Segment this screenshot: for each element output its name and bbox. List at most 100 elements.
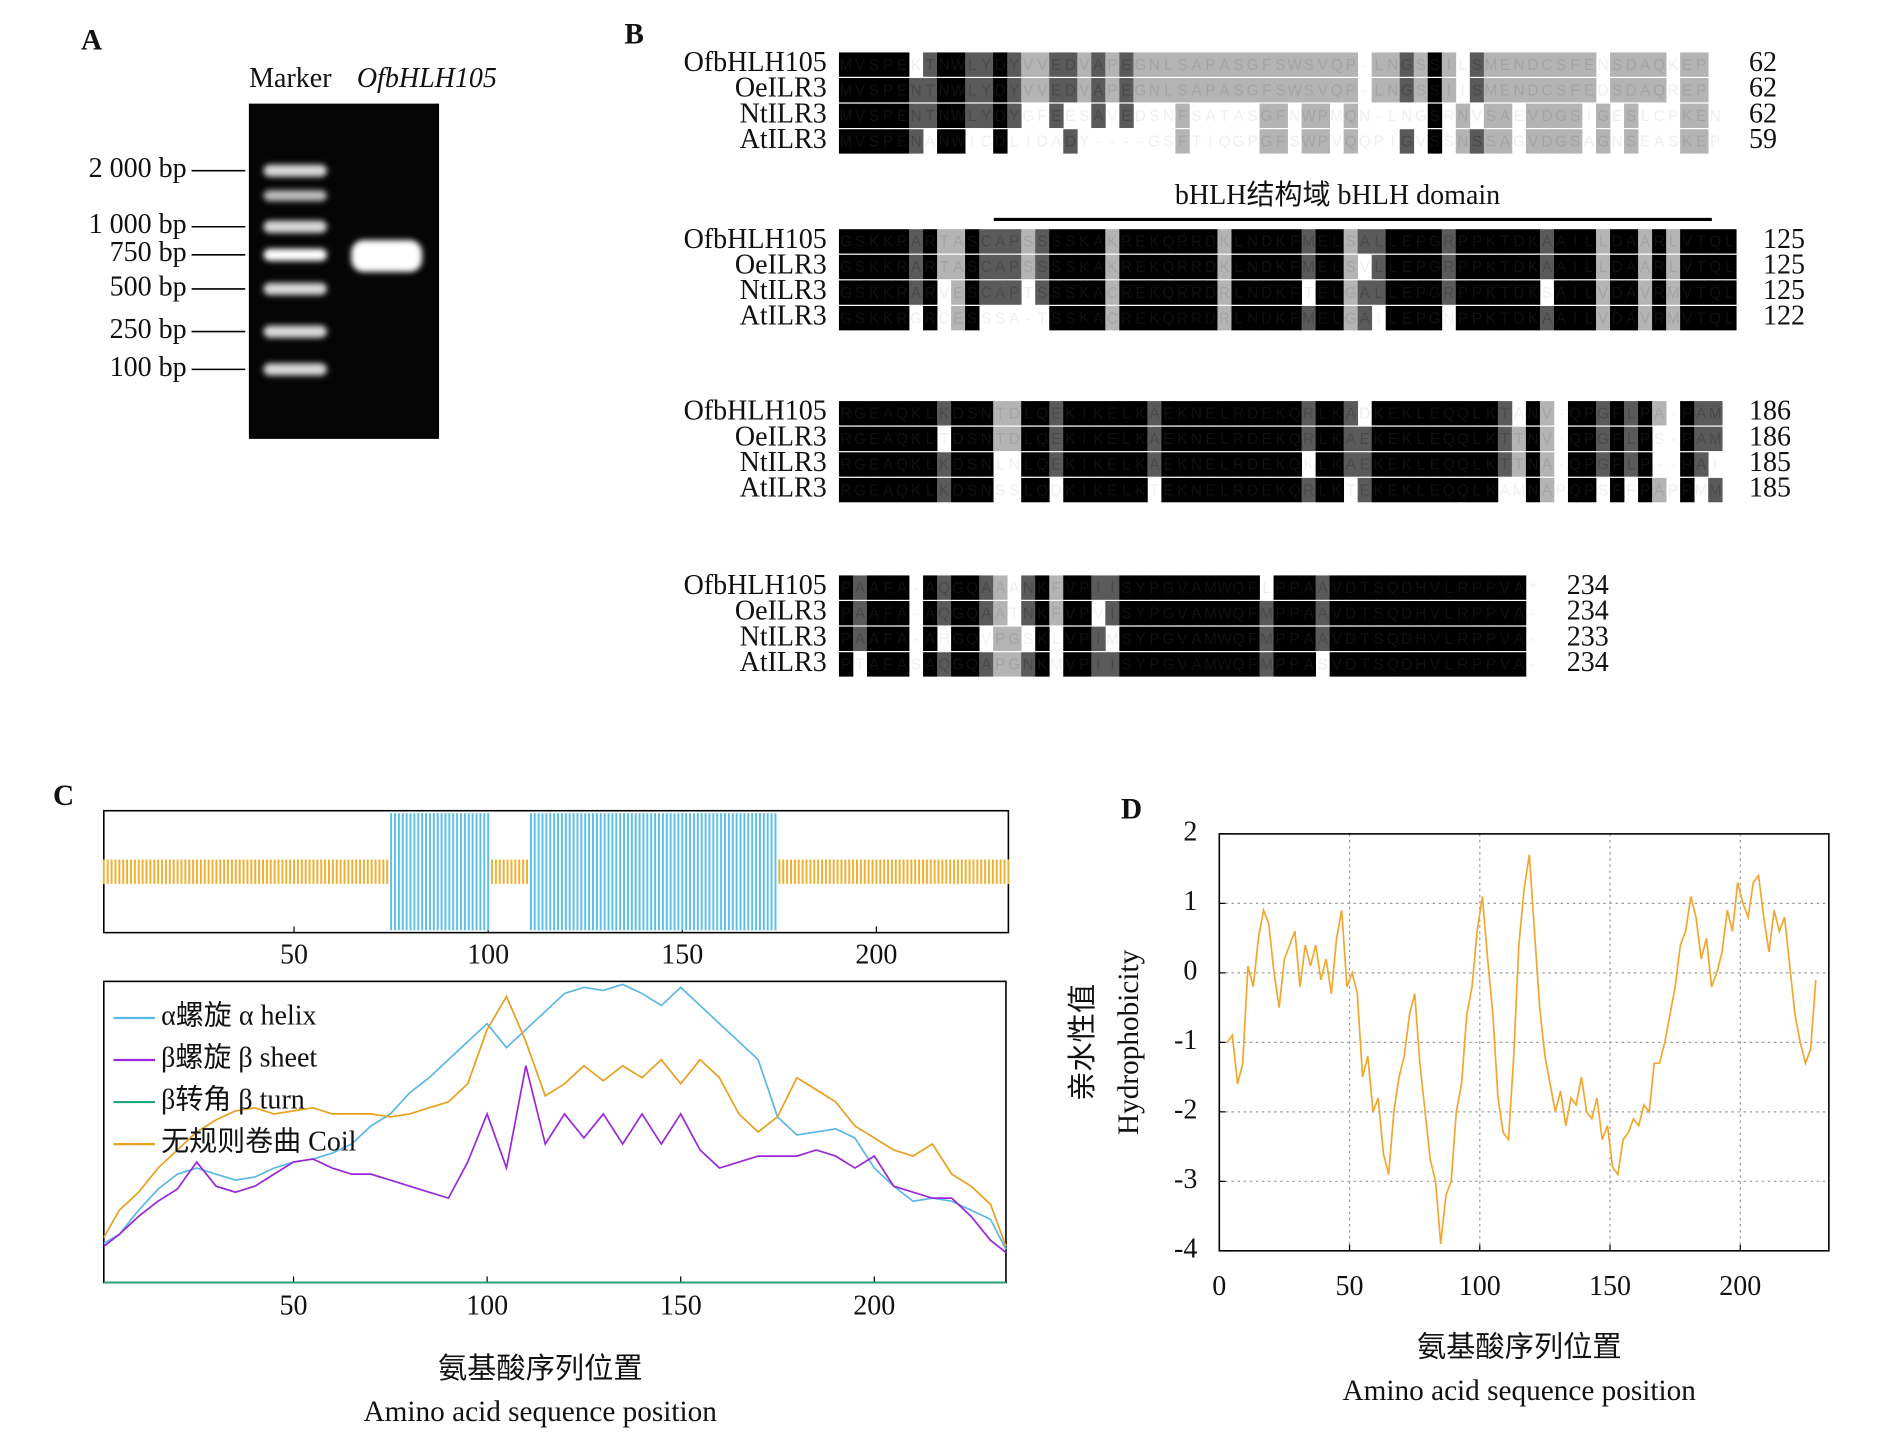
- residue-shade: [1105, 601, 1120, 626]
- residue-shade: [1455, 401, 1471, 426]
- residue-shade: [1455, 626, 1471, 652]
- residue-shade: [1596, 426, 1611, 452]
- residue-shade: [1273, 280, 1288, 305]
- marker-label: 1 000 bp: [89, 209, 187, 240]
- residue-shade: [1189, 254, 1204, 280]
- residue-shade: [1427, 129, 1443, 154]
- residue-shade: [1357, 305, 1373, 331]
- x-axis-label: 氨基酸序列位置: [1417, 1330, 1622, 1363]
- residue-shade: [1021, 477, 1036, 503]
- residue-shade: [937, 452, 952, 477]
- residue-shade: [1217, 601, 1232, 626]
- residue-shade: [965, 254, 980, 280]
- residue-shade: [1469, 575, 1485, 600]
- residue-shade: [1315, 626, 1330, 652]
- residue-shade: [1455, 452, 1471, 477]
- residue-shade: [1035, 78, 1050, 103]
- residue-shade: [1049, 254, 1064, 280]
- residue-shade: [866, 601, 882, 626]
- residue-shade: [951, 305, 966, 331]
- residue-shade: [1175, 626, 1190, 652]
- residue-shade: [923, 254, 938, 280]
- residue-shade: [838, 229, 854, 254]
- residue-shade: [1399, 129, 1415, 154]
- residue-shade: [1511, 280, 1527, 305]
- sequence-end: 233: [1567, 621, 1609, 652]
- coil-segment: [101, 859, 390, 884]
- residue-shade: [1273, 626, 1288, 652]
- residue-shade: [951, 477, 966, 503]
- sequence: MVSPENANWICDLIDADY----GSFTIQGPGFSWPVQQPI…: [840, 134, 1721, 151]
- sequence-name: OeILR3: [735, 249, 827, 280]
- residue-shade: [1567, 477, 1583, 503]
- residue-shade: [1581, 305, 1597, 331]
- residue-shade: [1539, 401, 1555, 426]
- residue-shade: [1413, 401, 1429, 426]
- residue-shade: [1063, 601, 1078, 626]
- residue-shade: [951, 52, 966, 77]
- residue-shade: [993, 254, 1008, 280]
- residue-shade: [1063, 426, 1078, 452]
- residue-shade: [1105, 477, 1120, 503]
- residue-shade: [979, 652, 994, 677]
- residue-shade: [1245, 626, 1260, 652]
- residue-shade: [1483, 401, 1499, 426]
- residue-shade: [1581, 78, 1597, 103]
- residue-shade: [1427, 601, 1443, 626]
- residue-shade: [1567, 129, 1583, 154]
- residue-shade: [937, 52, 952, 77]
- residue-shade: [923, 426, 938, 452]
- x-tick-label: 50: [1336, 1271, 1364, 1302]
- residue-shade: [1385, 280, 1401, 305]
- residue-shade: [852, 78, 868, 103]
- residue-shade: [1413, 477, 1429, 503]
- residue-shade: [1077, 254, 1092, 280]
- residue-shade: [979, 401, 994, 426]
- residue-shade: [866, 280, 882, 305]
- residue-shade: [1469, 601, 1485, 626]
- residue-shade: [1287, 652, 1302, 677]
- residue-shade: [1147, 52, 1162, 77]
- residue-shade: [979, 280, 994, 305]
- residue-shade: [1708, 254, 1723, 280]
- residue-shade: [1245, 477, 1260, 503]
- residue-shade: [923, 103, 938, 129]
- residue-shade: [1301, 426, 1316, 452]
- residue-shade: [993, 626, 1008, 652]
- residue-shade: [1105, 78, 1120, 103]
- x-tick-label: 200: [1719, 1271, 1761, 1302]
- residue-shade: [1287, 52, 1302, 77]
- residue-shade: [1357, 477, 1373, 503]
- y-tick-label: 1: [1183, 886, 1197, 917]
- residue-shade: [1147, 626, 1162, 652]
- residue-shade: [1343, 401, 1359, 426]
- residue-shade: [1722, 305, 1737, 331]
- residue-shade: [880, 426, 896, 452]
- residue-shade: [1287, 477, 1302, 503]
- residue-shade: [852, 305, 868, 331]
- residue-shade: [951, 129, 966, 154]
- residue-shade: [1203, 626, 1218, 652]
- residue-shade: [1469, 305, 1485, 331]
- residue-shade: [979, 103, 994, 129]
- residue-shade: [1203, 254, 1218, 280]
- residue-shade: [1217, 626, 1232, 652]
- residue-shade: [1694, 426, 1709, 452]
- residue-shade: [1581, 477, 1597, 503]
- residue-shade: [1119, 652, 1134, 677]
- residue-shade: [1315, 254, 1330, 280]
- x-axis-label: Amino acid sequence position: [1343, 1375, 1697, 1407]
- residue-shade: [1525, 305, 1541, 331]
- data-line: [103, 1065, 1007, 1254]
- residue-shade: [838, 426, 854, 452]
- residue-shade: [1455, 601, 1471, 626]
- residue-shade: [1091, 452, 1106, 477]
- residue-shade: [1063, 452, 1078, 477]
- residue-shade: [1343, 601, 1359, 626]
- residue-shade: [1119, 280, 1134, 305]
- residue-shade: [866, 401, 882, 426]
- residue-shade: [1147, 78, 1162, 103]
- sequence-end: 125: [1763, 275, 1805, 306]
- residue-shade: [1427, 229, 1443, 254]
- x-tick-label: 150: [660, 1291, 702, 1322]
